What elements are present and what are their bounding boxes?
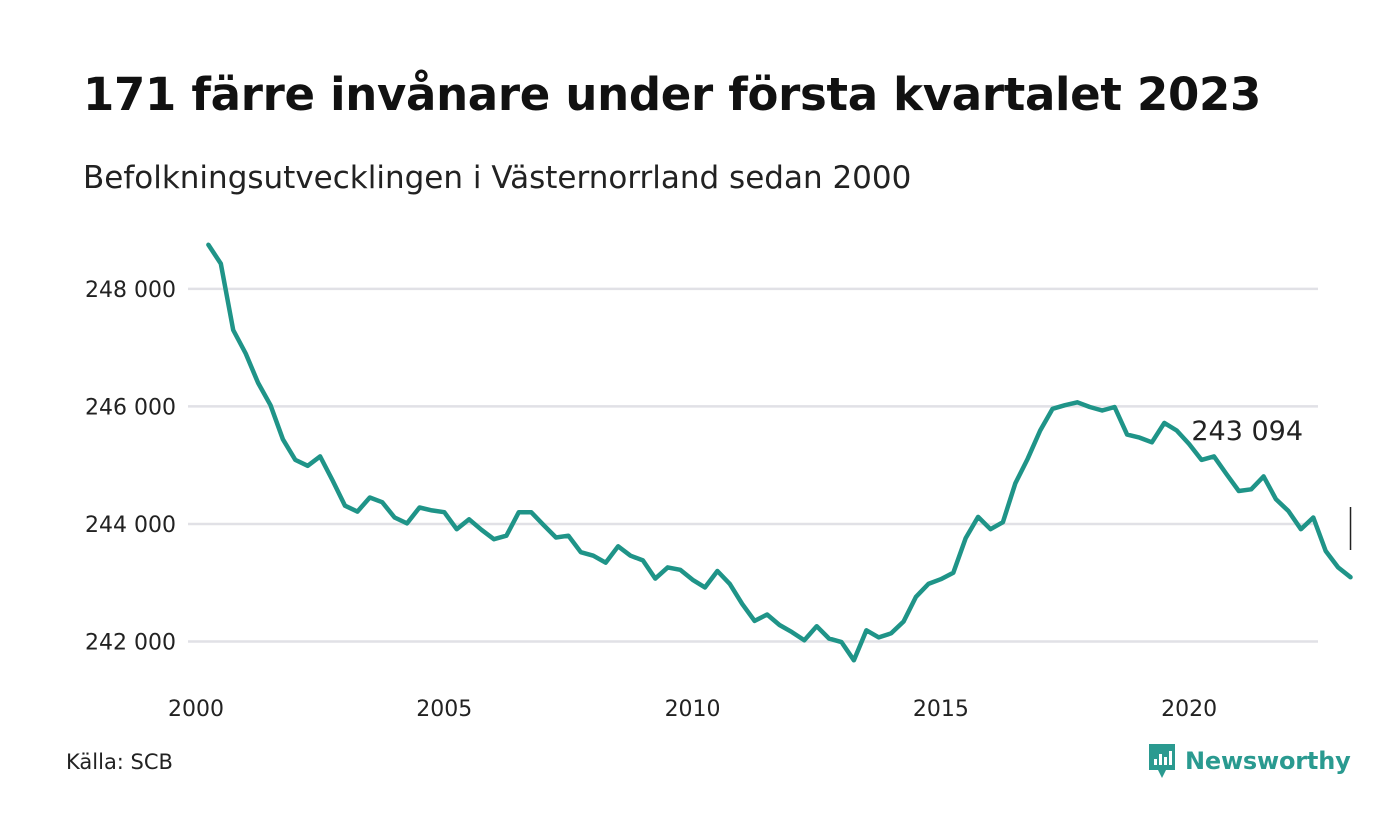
y-tick-label: 248 000 [85,278,176,303]
chart-title: 171 färre invånare under första kvartale… [83,68,1261,121]
x-tick-label: 2005 [416,697,472,722]
x-tick-label: 2000 [168,697,224,722]
grid-lines [188,287,1318,643]
brand-logo: Newsworthy [1147,742,1351,780]
series-line [206,242,1353,663]
chart-subtitle: Befolkningsutvecklingen i Västernorrland… [83,160,912,196]
y-axis-ticks: 242 000 244 000 246 000 248 000 [85,278,176,656]
brand-name: Newsworthy [1185,747,1351,775]
x-tick-label: 2015 [913,697,969,722]
y-tick-label: 246 000 [85,395,176,420]
annotation-label: 243 094 [1191,416,1303,447]
source-note: Källa: SCB [66,750,173,774]
x-tick-label: 2020 [1161,697,1217,722]
x-axis-ticks: 2000 2005 2010 2015 2020 [168,697,1217,722]
series-layer [206,242,1353,663]
newsworthy-chart-bubble-icon [1149,744,1175,778]
annotation: 243 094 [1191,416,1352,550]
y-tick-label: 244 000 [85,513,176,538]
y-tick-label: 242 000 [85,630,176,655]
x-tick-label: 2010 [665,697,721,722]
